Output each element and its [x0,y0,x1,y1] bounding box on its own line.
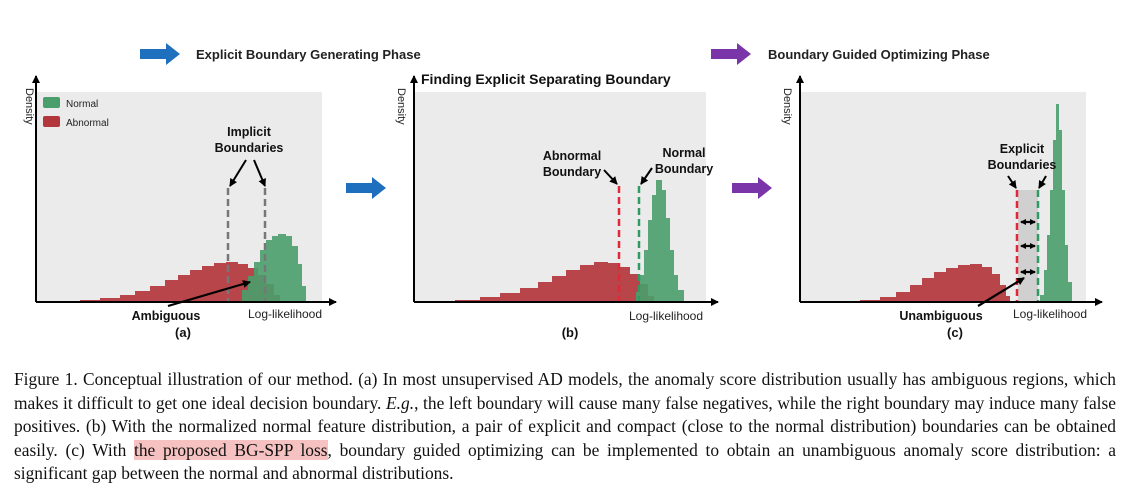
normal-distribution [1040,104,1072,302]
phase-header-left: Explicit Boundary Generating Phase [140,43,421,65]
caption-eg: E.g. [386,392,415,413]
y-axis-label: Density [395,88,407,125]
blue-arrow-icon [346,177,386,199]
legend-normal-label: Normal [66,99,98,110]
y-axis-label: Density [23,88,35,125]
abnormal-distribution [455,262,654,302]
panel-b-title: (b) [562,325,579,340]
x-axis-label: Log-likelihood [248,307,322,321]
normal-boundary-label-line2: Boundary [655,162,713,176]
y-axis-label: Density [781,88,793,125]
caption-text: , the left boundary will cause many fals… [14,392,1116,460]
implicit-label-line2: Boundaries [215,141,284,155]
method-figure: Explicit Boundary Generating Phase Bound… [23,43,1103,340]
pointer-arrow [253,159,266,187]
legend-normal-swatch [43,97,60,108]
normal-distribution [242,234,306,302]
panel-b-heading: Finding Explicit Separating Boundary [421,71,671,87]
pointer-arrow [1007,175,1017,189]
normal-boundary-label-line1: Normal [662,146,705,160]
abnormal-distribution [80,262,280,302]
explicit-label-line2: Boundaries [988,158,1057,172]
legend-abnormal-swatch [43,116,60,127]
caption-text: , boundary guided optimizing can be impl… [14,439,1116,484]
panel-a: Density Normal Abnormal Implicit Boundar… [23,75,337,340]
pointer-arrow [603,169,618,185]
pointer-arrow [640,167,653,185]
implicit-label-line1: Implicit [227,125,272,139]
panel-c: Density Explicit Boundaries Unambiguous … [781,75,1103,340]
normal-distribution [636,180,684,302]
panel-b: Density Finding Explicit Separating Boun… [395,71,719,340]
legend: Normal Abnormal [43,97,109,129]
blue-arrow-icon [140,43,180,65]
caption-text: Figure 1. Conceptual illustration of our… [14,369,1116,413]
figure-caption: Figure 1. Conceptual illustration of our… [14,368,1116,486]
plot-background [800,92,1086,302]
x-axis-label: Log-likelihood [1013,307,1087,321]
purple-arrow-icon [711,43,751,65]
unambiguous-pointer-arrow [977,277,1025,307]
x-axis-label: Log-likelihood [629,309,703,323]
abnormal-boundary-label-line1: Abnormal [543,149,601,163]
phase-left-label: Explicit Boundary Generating Phase [196,47,421,62]
panel-a-title: (a) [175,325,191,340]
phase-header-right: Boundary Guided Optimizing Phase [711,43,990,65]
caption-highlight: the proposed BG-SPP loss [133,439,328,460]
unambiguous-label: Unambiguous [899,309,982,323]
abnormal-boundary-label-line2: Boundary [543,165,601,179]
abnormal-distribution [860,264,1010,302]
ambiguous-pointer-arrow [167,280,251,308]
purple-arrow-icon [732,177,772,199]
ambiguous-label: Ambiguous [132,309,201,323]
legend-abnormal-label: Abnormal [66,118,109,129]
explicit-label-line1: Explicit [1000,142,1045,156]
pointer-arrow [229,159,247,187]
phase-right-label: Boundary Guided Optimizing Phase [768,47,990,62]
pointer-arrow [1038,175,1047,189]
panel-c-title: (c) [947,325,963,340]
